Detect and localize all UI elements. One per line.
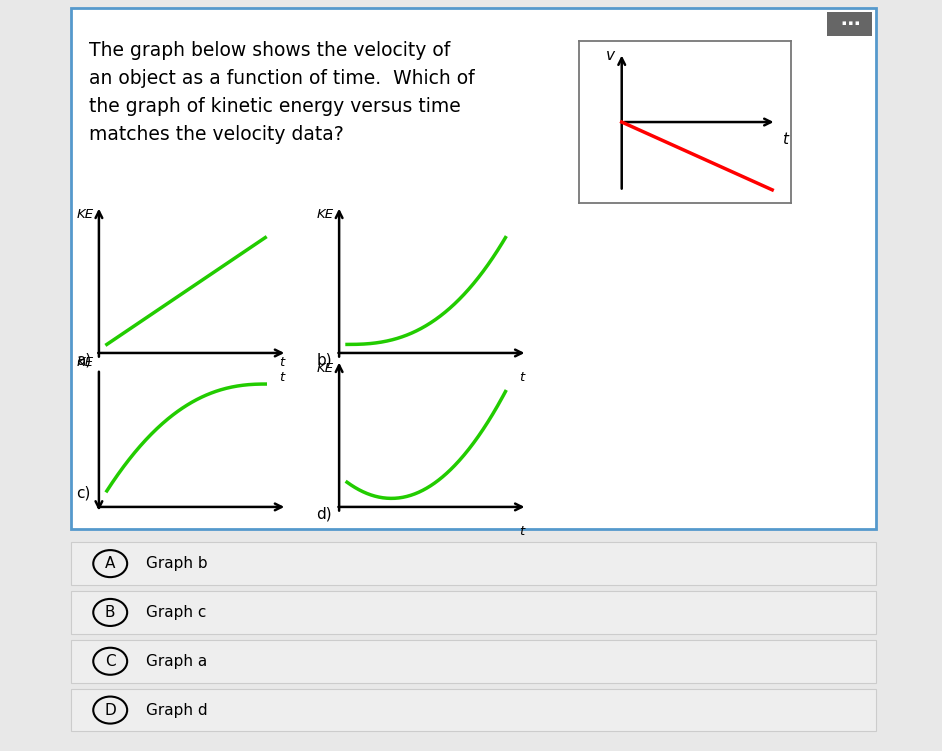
Text: Graph a: Graph a [146, 654, 207, 668]
Text: KE: KE [317, 362, 333, 376]
Text: c): c) [76, 485, 90, 500]
Text: ⋯: ⋯ [840, 14, 859, 34]
Text: t: t [519, 526, 525, 538]
Text: b): b) [317, 353, 333, 368]
Text: The graph below shows the velocity of
an object as a function of time.  Which of: The graph below shows the velocity of an… [89, 41, 475, 144]
Text: KE: KE [317, 208, 333, 222]
Text: Graph c: Graph c [146, 605, 206, 620]
Text: t: t [279, 356, 284, 369]
Text: a): a) [76, 353, 91, 368]
Text: d): d) [317, 507, 333, 522]
Text: v: v [607, 48, 615, 63]
Text: t: t [519, 371, 525, 385]
Text: A: A [105, 556, 116, 571]
Text: Graph b: Graph b [146, 556, 207, 571]
Text: t: t [279, 371, 284, 385]
Text: Graph d: Graph d [146, 703, 207, 717]
Text: C: C [105, 654, 116, 668]
Text: KE: KE [76, 356, 93, 369]
Text: t: t [782, 131, 788, 146]
Text: B: B [105, 605, 116, 620]
Text: KE: KE [76, 208, 93, 222]
Text: D: D [105, 703, 116, 717]
